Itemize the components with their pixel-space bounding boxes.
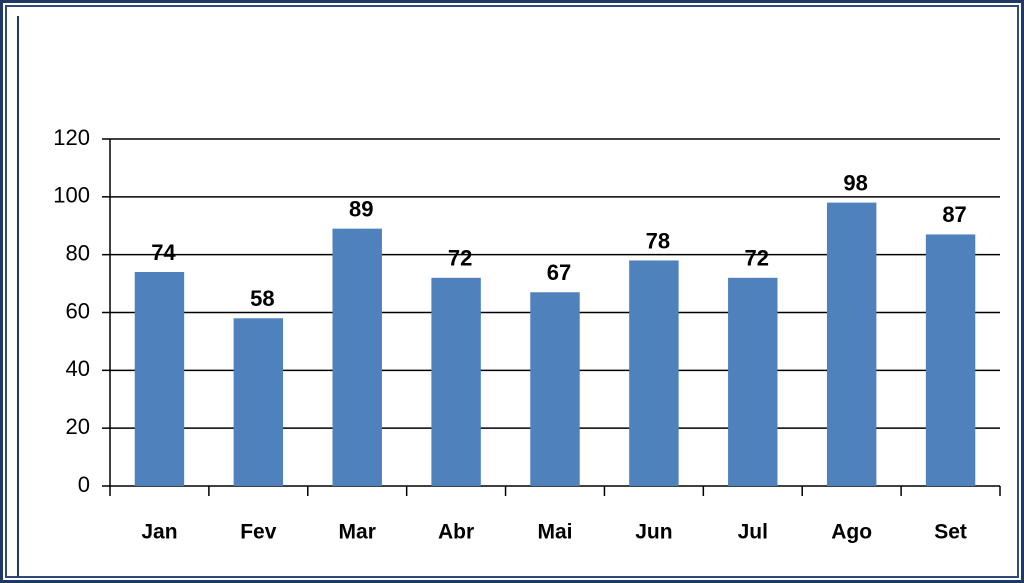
bar: [431, 277, 481, 486]
value-label: 58: [250, 286, 274, 311]
x-tick-label: Set: [934, 521, 967, 544]
x-tick-label: Mai: [537, 521, 572, 544]
x-tick-label: Abr: [438, 521, 474, 544]
bar: [925, 234, 976, 486]
value-label: 89: [349, 196, 373, 221]
bar: [332, 228, 382, 486]
value-label: 87: [942, 202, 966, 227]
value-label: 78: [646, 228, 670, 253]
bar: [530, 292, 580, 486]
x-tick-label: Jun: [635, 521, 672, 544]
value-label: 72: [448, 246, 472, 271]
y-tick-label: 100: [53, 183, 90, 208]
y-tick-label: 60: [66, 298, 90, 323]
x-tick-label: Jan: [141, 521, 177, 544]
frame-inner: [5, 5, 1019, 578]
y-tick-label: 20: [66, 414, 90, 439]
value-label: 72: [745, 246, 769, 271]
y-tick-label: 80: [66, 240, 90, 265]
x-tick-label: Jul: [738, 521, 768, 544]
value-label: 74: [151, 240, 176, 265]
y-tick-label: 40: [66, 356, 90, 381]
value-label: 67: [547, 260, 571, 285]
x-tick-label: Fev: [240, 521, 277, 544]
x-tick-label: Mar: [339, 521, 376, 544]
y-tick-label: 0: [78, 472, 90, 497]
y-tick-label: 120: [53, 125, 90, 150]
bar: [134, 272, 185, 486]
bar: [728, 277, 778, 486]
value-label: 98: [843, 170, 867, 195]
bar: [629, 260, 679, 486]
bar: [233, 318, 284, 486]
x-tick-label: Ago: [831, 521, 872, 544]
bar: [826, 202, 877, 486]
